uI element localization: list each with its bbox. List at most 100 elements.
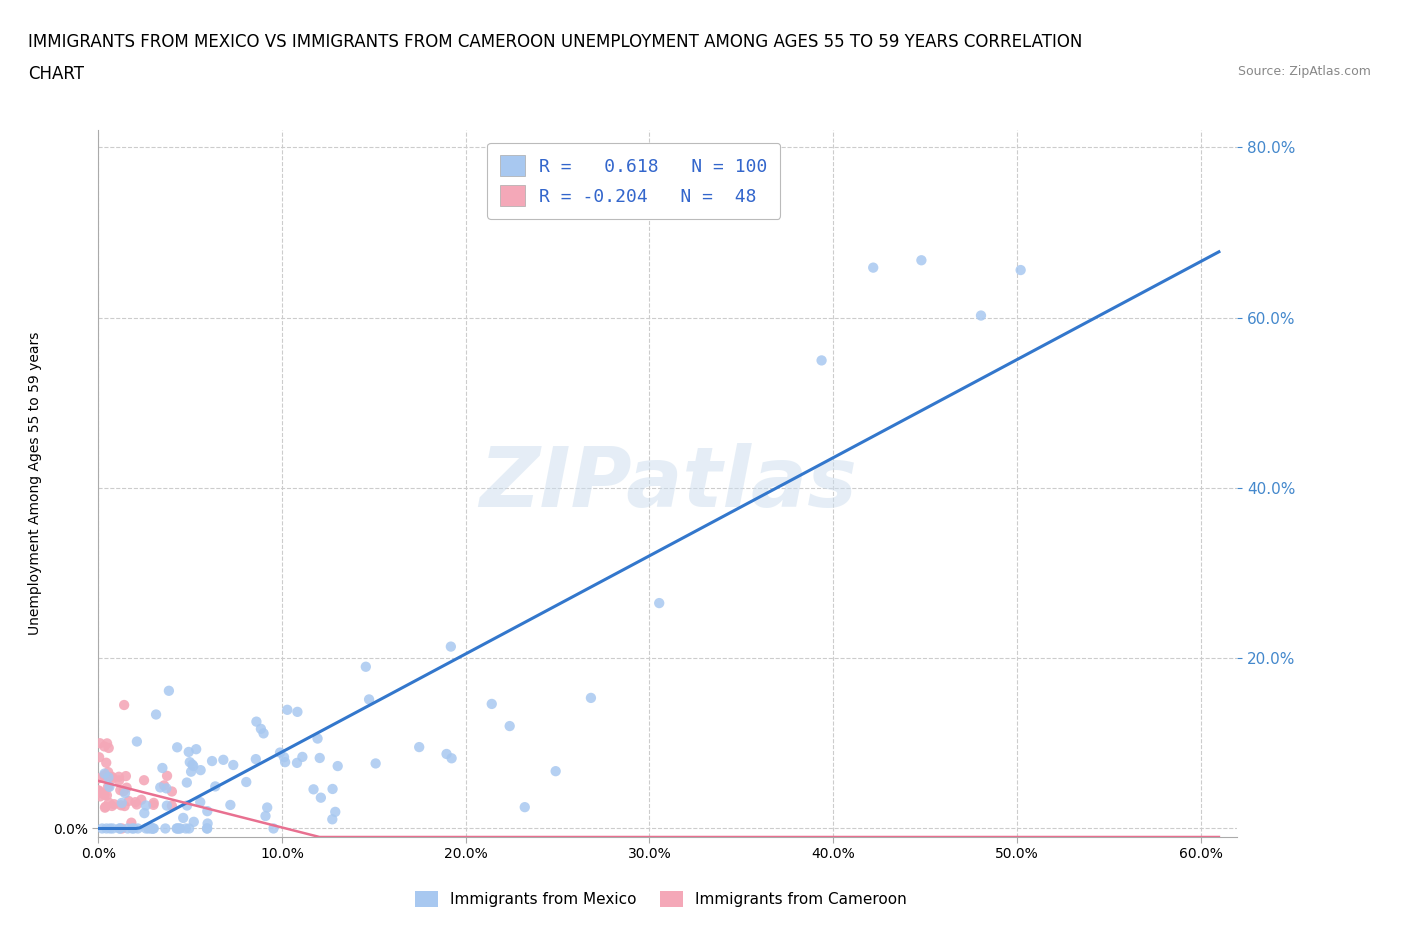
- Point: [354, 659, 377, 674]
- Point: [89, 785, 111, 800]
- Point: [108, 821, 131, 836]
- Point: [544, 764, 567, 778]
- Point: [101, 771, 124, 786]
- Point: [579, 690, 602, 705]
- Point: [135, 821, 157, 836]
- Point: [111, 795, 134, 810]
- Point: [93, 767, 115, 782]
- Point: [89, 736, 111, 751]
- Point: [100, 769, 122, 784]
- Point: [97, 770, 120, 785]
- Point: [155, 781, 177, 796]
- Point: [274, 754, 297, 769]
- Point: [169, 821, 191, 836]
- Point: [183, 815, 205, 830]
- Point: [166, 821, 188, 836]
- Point: [276, 702, 298, 717]
- Point: [190, 763, 212, 777]
- Point: [110, 783, 132, 798]
- Point: [125, 797, 148, 812]
- Point: [195, 821, 218, 836]
- Point: [129, 792, 152, 807]
- Point: [197, 816, 219, 830]
- Point: [156, 798, 179, 813]
- Point: [93, 766, 115, 781]
- Point: [180, 764, 202, 779]
- Point: [118, 793, 141, 808]
- Point: [254, 808, 277, 823]
- Point: [152, 761, 174, 776]
- Point: [96, 821, 118, 836]
- Point: [222, 758, 245, 773]
- Point: [862, 260, 884, 275]
- Point: [263, 821, 285, 836]
- Point: [89, 750, 111, 764]
- Point: [94, 769, 117, 784]
- Point: [145, 707, 167, 722]
- Point: [321, 812, 343, 827]
- Point: [212, 752, 235, 767]
- Point: [176, 775, 198, 790]
- Point: [285, 755, 308, 770]
- Text: CHART: CHART: [28, 65, 84, 83]
- Point: [142, 821, 165, 836]
- Point: [96, 755, 118, 770]
- Point: [138, 821, 160, 836]
- Point: [94, 800, 117, 815]
- Point: [117, 821, 139, 836]
- Point: [87, 783, 110, 798]
- Point: [142, 821, 165, 836]
- Point: [93, 739, 115, 754]
- Y-axis label: Unemployment Among Ages 55 to 59 years: Unemployment Among Ages 55 to 59 years: [28, 332, 42, 635]
- Point: [1010, 262, 1032, 277]
- Point: [87, 783, 110, 798]
- Text: IMMIGRANTS FROM MEXICO VS IMMIGRANTS FROM CAMEROON UNEMPLOYMENT AMONG AGES 55 TO: IMMIGRANTS FROM MEXICO VS IMMIGRANTS FRO…: [28, 33, 1083, 50]
- Point: [110, 798, 132, 813]
- Point: [166, 740, 188, 755]
- Point: [155, 821, 177, 836]
- Legend: R =   0.618   N = 100, R = -0.204   N =  48: R = 0.618 N = 100, R = -0.204 N = 48: [486, 143, 780, 219]
- Point: [96, 736, 118, 751]
- Point: [97, 740, 120, 755]
- Point: [181, 757, 204, 772]
- Point: [139, 821, 162, 836]
- Point: [94, 799, 117, 814]
- Point: [124, 795, 146, 810]
- Point: [103, 797, 125, 812]
- Point: [256, 800, 278, 815]
- Point: [302, 782, 325, 797]
- Point: [97, 780, 120, 795]
- Point: [648, 595, 671, 610]
- Point: [114, 786, 136, 801]
- Point: [204, 779, 226, 794]
- Point: [172, 810, 194, 825]
- Point: [156, 768, 179, 783]
- Point: [142, 795, 165, 810]
- Point: [114, 799, 136, 814]
- Point: [177, 745, 200, 760]
- Point: [810, 353, 832, 368]
- Point: [89, 786, 111, 801]
- Point: [112, 698, 135, 712]
- Point: [201, 753, 224, 768]
- Point: [408, 739, 430, 754]
- Point: [93, 786, 115, 801]
- Point: [219, 798, 242, 813]
- Point: [96, 788, 118, 803]
- Point: [166, 821, 188, 836]
- Text: ZIPatlas: ZIPatlas: [479, 443, 856, 525]
- Point: [160, 784, 183, 799]
- Point: [98, 821, 121, 836]
- Point: [323, 804, 346, 819]
- Point: [273, 750, 295, 764]
- Point: [195, 804, 218, 818]
- Point: [326, 759, 349, 774]
- Point: [481, 697, 503, 711]
- Point: [307, 731, 329, 746]
- Point: [167, 821, 190, 836]
- Point: [89, 789, 111, 804]
- Point: [436, 747, 458, 762]
- Point: [111, 821, 134, 836]
- Point: [186, 742, 208, 757]
- Point: [101, 821, 124, 836]
